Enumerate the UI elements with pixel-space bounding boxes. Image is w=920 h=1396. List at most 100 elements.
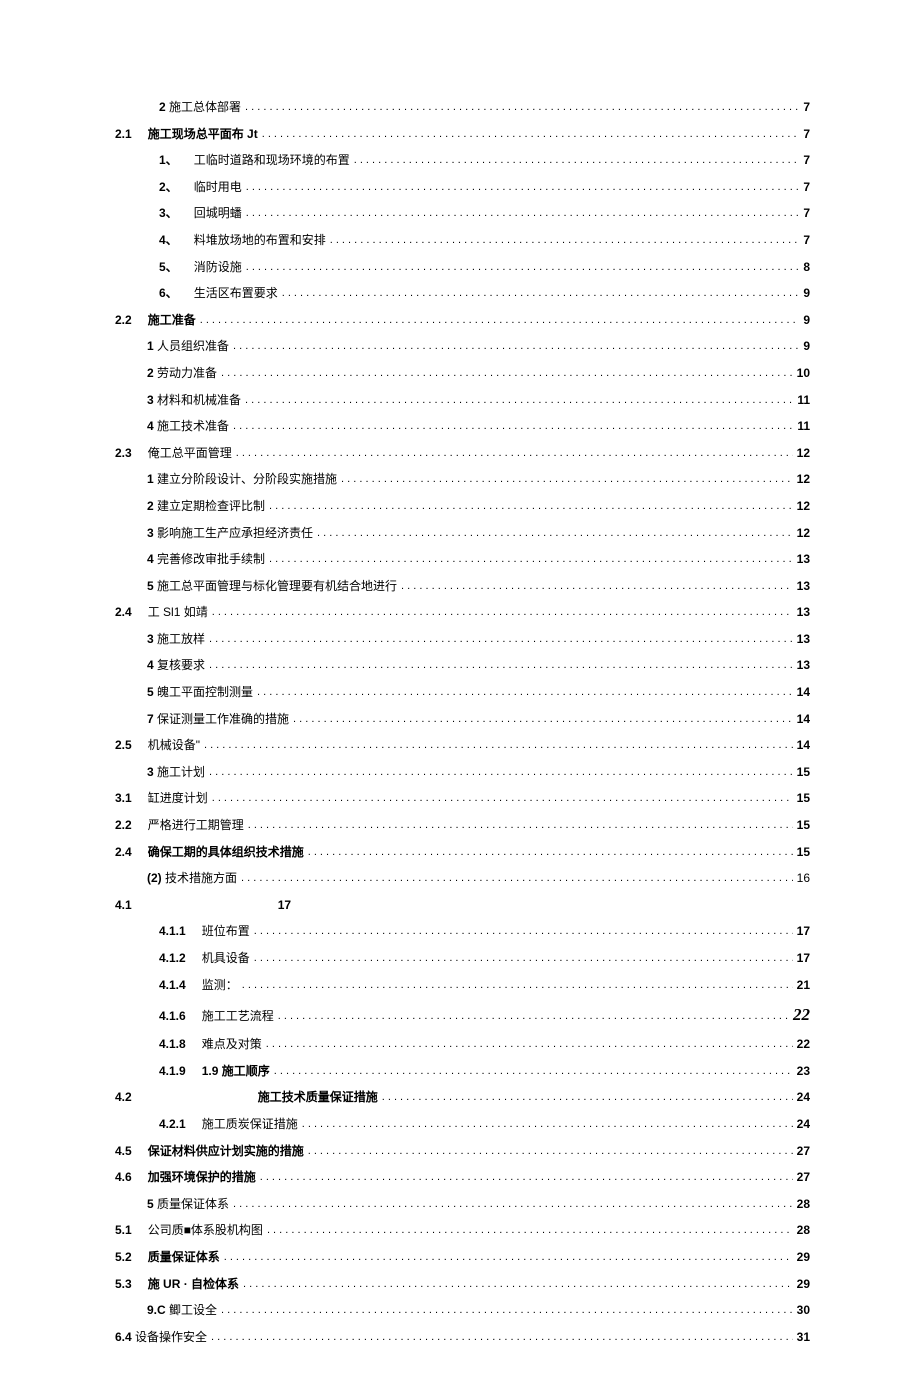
toc-entry-number: 4.1.2 (159, 951, 202, 967)
toc-entry-page: 22 (797, 1037, 810, 1053)
toc-entry-label: 确保工期的具体组织技术措施 (148, 845, 304, 861)
toc-entry-page: 9 (803, 313, 810, 329)
toc-entry-prefix: 9.C (147, 1303, 166, 1317)
leader-dots (224, 1250, 793, 1261)
toc-entry-prefix: 4 (147, 419, 154, 433)
toc-entry-number: 1、 (159, 153, 194, 169)
toc-entry-label: 5 魄工平面控制测量 (147, 685, 253, 701)
toc-entry-page: 28 (797, 1197, 810, 1213)
toc-entry-number: 4.1.9 (159, 1064, 202, 1080)
toc-entry-text: 鲫工设全 (166, 1303, 217, 1317)
toc-entry: 4.1.91.9 施工顺序23 (115, 1064, 810, 1080)
leader-dots (254, 951, 793, 962)
leader-dots (221, 1303, 793, 1314)
leader-dots (243, 1277, 793, 1288)
toc-entry: 4 施工技术准备11 (115, 419, 810, 435)
toc-entry-label: 机械设备" (148, 738, 200, 754)
leader-dots (341, 472, 793, 483)
toc-entry-prefix: 4 (147, 658, 154, 672)
toc-entry-label: 1 人员组织准备 (147, 339, 229, 355)
toc-entry-label: 公司质■体系股机构图 (148, 1223, 263, 1239)
toc-entry-label: 3 施工计划 (147, 765, 205, 781)
toc-entry: 6.4 设备操作安全31 (115, 1330, 810, 1346)
toc-entry-page: 15 (797, 845, 810, 861)
toc-entry: 5.1公司质■体系股机构图28 (115, 1223, 810, 1239)
toc-entry-label: 施工技术质量保证措施 (148, 1090, 378, 1106)
leader-dots (274, 1064, 793, 1075)
toc-entry-text: 施工技术准备 (154, 419, 229, 433)
toc-entry-label: 施工工艺流程 (202, 1009, 274, 1025)
toc-entry: 4.2.1施工质炭保证措施24 (115, 1117, 810, 1133)
toc-entry-number: 6、 (159, 286, 194, 302)
toc-entry-number: 5、 (159, 260, 194, 276)
toc-entry: 4、料堆放场地的布置和安排7 (115, 233, 810, 249)
toc-entry-page: 7 (803, 233, 810, 249)
toc-entry-page: 12 (797, 446, 810, 462)
toc-entry-text: 复核要求 (154, 658, 205, 672)
toc-entry-label: 缸进度计划 (148, 791, 208, 807)
toc-entry-text: 施工放样 (154, 632, 205, 646)
leader-dots (308, 1144, 793, 1155)
toc-entry-label: 消防设施 (194, 260, 242, 276)
toc-entry-number: 2.2 (115, 313, 148, 329)
toc-entry-number: 4.2.1 (159, 1117, 202, 1133)
toc-entry: 2 劳动力准备10 (115, 366, 810, 382)
toc-entry: 2.4确保工期的具体组织技术措施 15 (115, 845, 810, 861)
toc-entry-page: 17 (278, 898, 291, 914)
toc-entry: 1 人员组织准备9 (115, 339, 810, 355)
leader-dots (246, 260, 800, 271)
toc-entry: 4.5保证材料供应计划实施的措施27 (115, 1144, 810, 1160)
leader-dots (242, 978, 793, 989)
toc-entry-prefix: (2) (147, 871, 162, 885)
toc-entry-label: 料堆放场地的布置和安排 (194, 233, 326, 249)
toc-entry-prefix: 2 (159, 100, 166, 114)
toc-entry: 5 施工总平面管理与标化管理要有机结合地进行13 (115, 579, 810, 595)
toc-entry-prefix: 6.4 (115, 1330, 132, 1344)
toc-entry-page: 15 (797, 818, 810, 834)
toc-entry-prefix: 7 (147, 712, 154, 726)
toc-entry-number: 2.4 (115, 845, 148, 861)
leader-dots (293, 712, 793, 723)
leader-dots (245, 393, 793, 404)
leader-dots (212, 791, 793, 802)
leader-dots (212, 605, 793, 616)
toc-entry-page: 13 (797, 552, 810, 568)
toc-entry-page: 12 (797, 472, 810, 488)
toc-entry: 2.2严格进行工期管理15 (115, 818, 810, 834)
toc-entry: 5.3施 UR · 自检体系29 (115, 1277, 810, 1293)
toc-entry-label: 质量保证体系 (148, 1250, 220, 1266)
toc-entry: 2.3俺工总平面管理12 (115, 446, 810, 462)
toc-entry: 4.1.2机具设备17 (115, 951, 810, 967)
toc-entry-label: 生活区布置要求 (194, 286, 278, 302)
toc-entry: (2) 技术措施方面16 (115, 871, 810, 887)
toc-entry-page: 13 (797, 658, 810, 674)
toc-entry-text: 劳动力准备 (154, 366, 217, 380)
toc-entry: 5.2质量保证体系29 (115, 1250, 810, 1266)
toc-entry-label: 2 施工总体部署 (159, 100, 241, 116)
leader-dots (254, 924, 793, 935)
toc-entry: 7 保证测量工作准确的措施14 (115, 712, 810, 728)
toc-entry-prefix: 2 (147, 499, 154, 513)
toc-entry-label: 机具设备 (202, 951, 250, 967)
toc-entry-label: 3 施工放样 (147, 632, 205, 648)
toc-entry-prefix: 3 (147, 526, 154, 540)
toc-entry-page: 14 (797, 738, 810, 754)
leader-dots (269, 552, 793, 563)
toc-entry: 4.1.4监测：21 (115, 978, 810, 994)
toc-entry: 3 施工放样13 (115, 632, 810, 648)
toc-entry: 3 材料和机械准备11 (115, 393, 810, 409)
toc-entry: 4.1.6施工工艺流程22 (115, 1004, 810, 1026)
toc-entry: 2.4工 Sl1 如靖13 (115, 605, 810, 621)
leader-dots (308, 845, 793, 856)
toc-entry: 1、工临时道路和现场环境的布置7 (115, 153, 810, 169)
toc-entry-page: 10 (797, 366, 810, 382)
toc-entry: 3 影响施工生产应承担经济责任12 (115, 526, 810, 542)
toc-entry-page: 22 (793, 1004, 810, 1026)
toc-entry: 1 建立分阶段设计、分阶段实施措施12 (115, 472, 810, 488)
toc-entry-prefix: 1 (147, 472, 154, 486)
toc-entry-label: 5 施工总平面管理与标化管理要有机结合地进行 (147, 579, 397, 595)
leader-dots (354, 153, 800, 164)
toc-entry: 5 魄工平面控制测量14 (115, 685, 810, 701)
leader-dots (246, 180, 800, 191)
toc-entry-prefix: 4 (147, 552, 154, 566)
